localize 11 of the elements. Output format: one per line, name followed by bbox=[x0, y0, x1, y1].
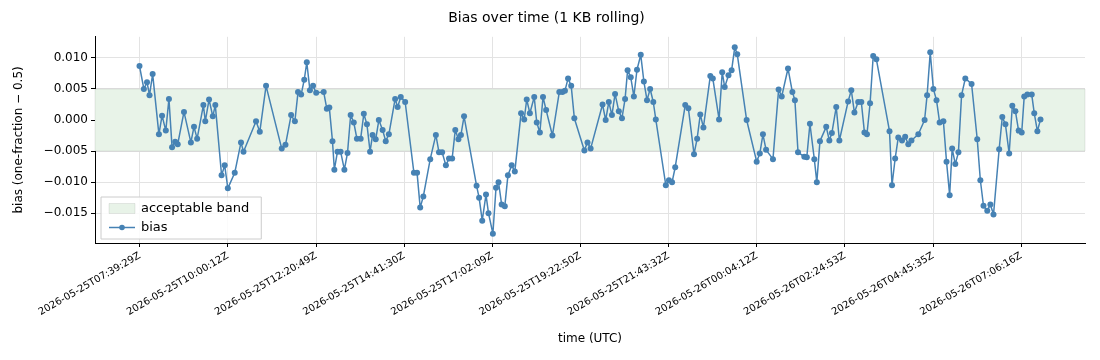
y-tick-label: −0.005 bbox=[43, 143, 88, 158]
legend-label: bias bbox=[141, 218, 168, 234]
y-tick-label: 0.000 bbox=[53, 112, 88, 127]
x-axis-title: time (UTC) bbox=[557, 330, 623, 345]
y-tick-label: 0.005 bbox=[53, 81, 88, 96]
y-tick-label: −0.015 bbox=[43, 205, 88, 220]
legend-label: acceptable band bbox=[141, 199, 250, 215]
chart-title: Bias over time (1 KB rolling) bbox=[448, 9, 645, 26]
y-tick-label: 0.010 bbox=[53, 50, 88, 65]
y-tick-label: −0.010 bbox=[43, 174, 88, 189]
y-axis-title: bias (one-fraction − 0.5) bbox=[11, 66, 26, 214]
